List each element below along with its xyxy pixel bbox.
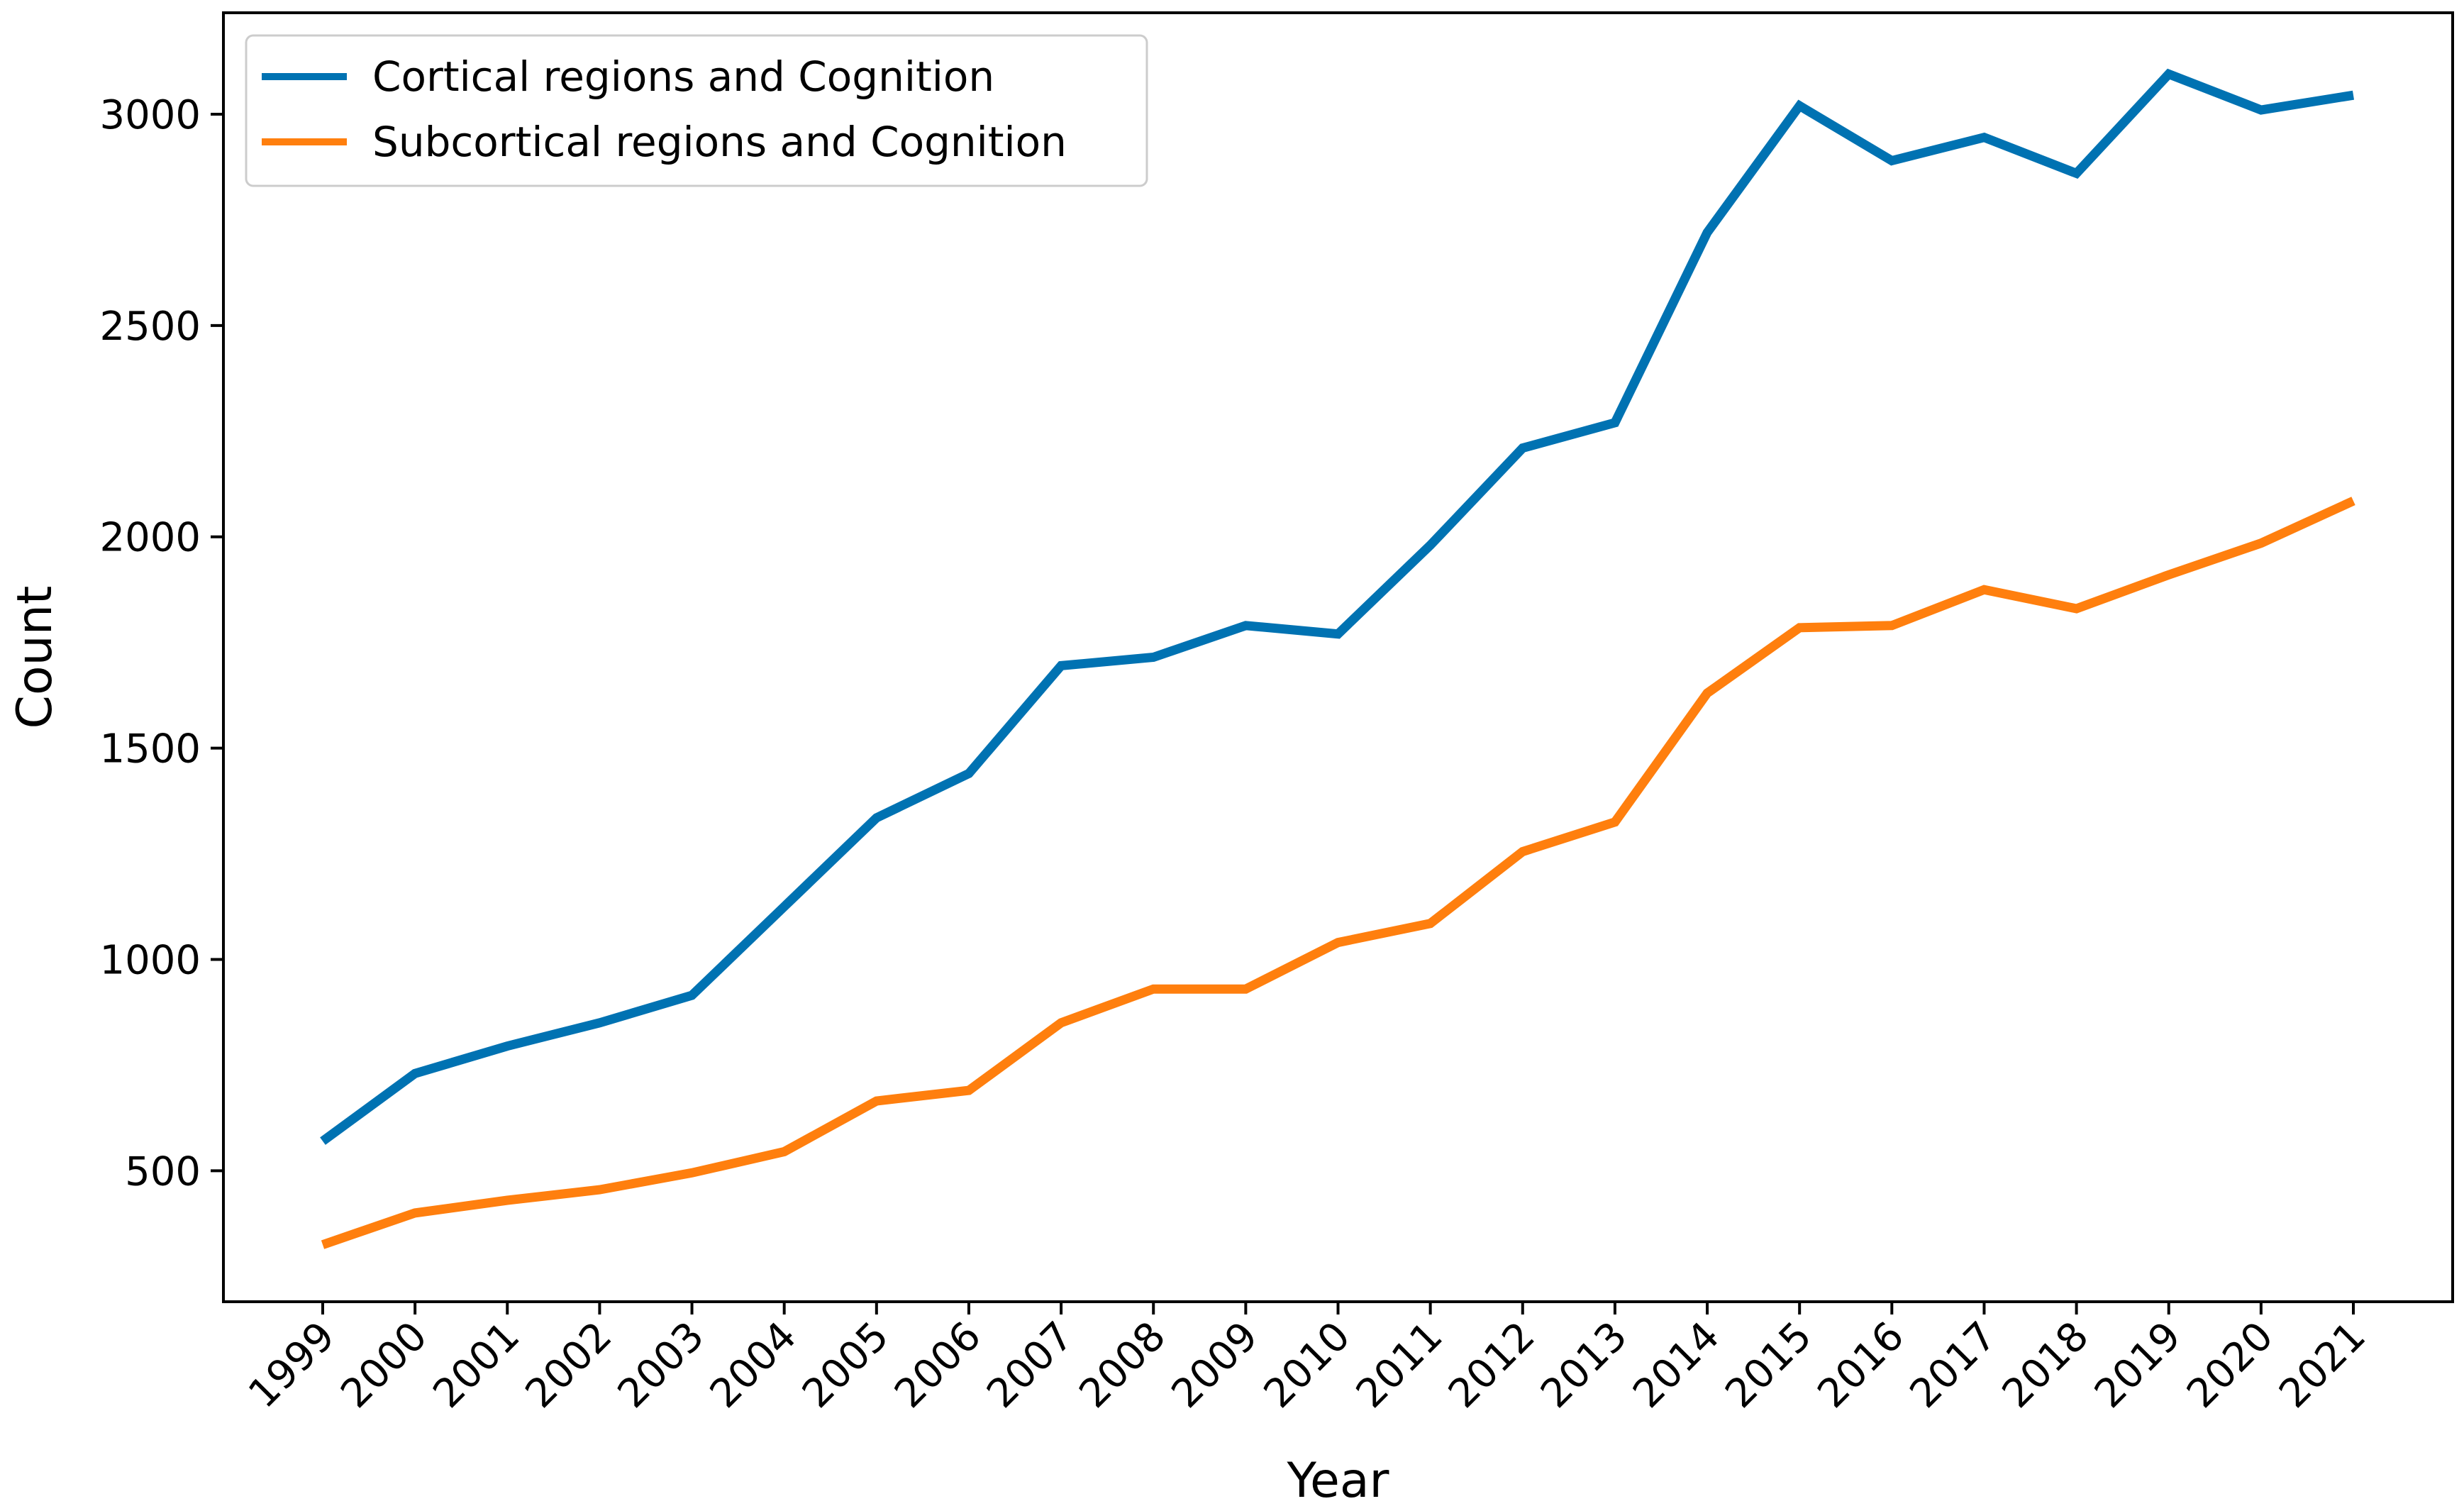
x-tick-label: 2017 (1902, 1313, 2006, 1417)
x-tick-label: 2010 (1255, 1313, 1360, 1417)
x-tick-label: 2020 (2178, 1313, 2282, 1417)
y-tick-label: 500 (125, 1149, 201, 1195)
y-tick-label: 1000 (99, 937, 201, 983)
x-tick-label: 2013 (1532, 1313, 1636, 1417)
x-tick-label: 2008 (1070, 1313, 1175, 1417)
y-tick-label: 2500 (99, 304, 201, 350)
x-tick-label: 2014 (1624, 1313, 1728, 1417)
y-tick-label: 3000 (99, 92, 201, 138)
x-tick-label: 2000 (332, 1313, 436, 1417)
x-tick-label: 2007 (978, 1313, 1082, 1417)
x-tick-label: 2018 (1994, 1313, 2098, 1417)
series-line-2 (321, 497, 2355, 1249)
x-tick-label: 2019 (2086, 1313, 2190, 1417)
x-axis: 1999200020012002200320042005200620072008… (240, 1302, 2375, 1417)
x-tick-label: 2021 (2270, 1313, 2375, 1417)
series-layer (320, 68, 2355, 1249)
x-axis-title: Year (1287, 1453, 1389, 1509)
y-tick-label: 2000 (99, 515, 201, 561)
legend-label: Cortical regions and Cognition (372, 52, 994, 101)
x-tick-label: 2016 (1809, 1313, 1913, 1417)
y-tick-label: 1500 (99, 726, 201, 773)
plot-frame (222, 11, 2454, 1303)
x-tick-label: 2002 (517, 1313, 621, 1417)
x-tick-label: 2003 (609, 1313, 714, 1417)
y-axis: 500 1000 1500 2000 2500 3000 (99, 92, 223, 1195)
x-tick-label: 2006 (886, 1313, 990, 1417)
legend-box (245, 34, 1148, 187)
x-tick-label: 2015 (1716, 1313, 1821, 1417)
legend-label: Subcortical regions and Cognition (372, 118, 1067, 166)
legend: Cortical regions and Cognition Subcortica… (245, 34, 1148, 187)
series-line-1 (320, 68, 2355, 1145)
x-tick-label: 2009 (1163, 1313, 1267, 1417)
x-tick-label: 2001 (424, 1313, 528, 1417)
x-tick-label: 2005 (794, 1313, 898, 1417)
x-tick-label: 1999 (240, 1313, 344, 1417)
y-axis-title: Count (7, 586, 63, 729)
x-tick-label: 2011 (1348, 1313, 1452, 1417)
x-tick-label: 2012 (1440, 1313, 1544, 1417)
x-tick-label: 2004 (701, 1313, 806, 1417)
